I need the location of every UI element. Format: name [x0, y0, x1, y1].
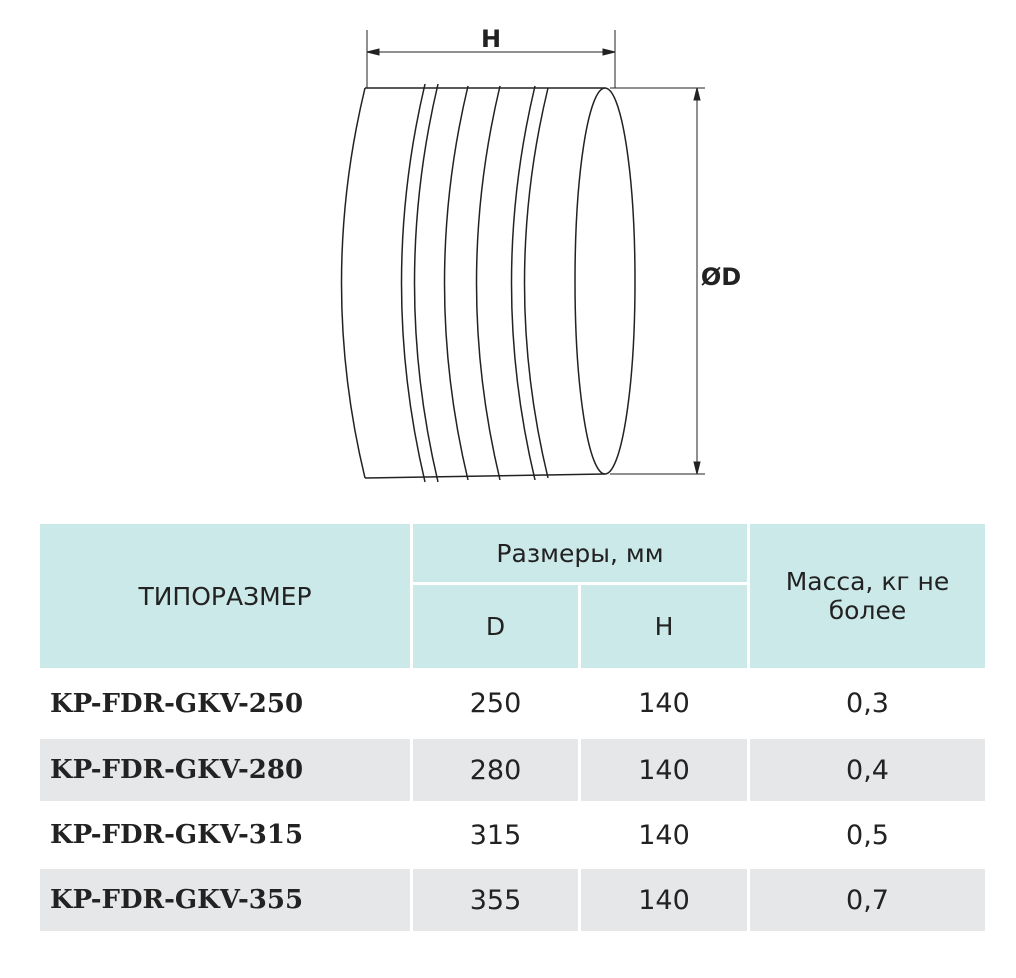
table-row: KP-FDR-GKV-355 355 140 0,7	[37, 866, 988, 934]
value-cell: 0,4	[747, 736, 988, 804]
header-cell: D	[410, 582, 581, 671]
value-cell: 280	[410, 736, 581, 804]
drawing: H ØD	[340, 25, 741, 483]
header-cell: Масса, кг не более	[747, 521, 988, 671]
model-cell: KP-FDR-GKV-280	[37, 736, 413, 804]
band	[523, 87, 549, 479]
band	[443, 85, 469, 481]
band	[510, 85, 536, 481]
model-cell: KP-FDR-GKV-355	[37, 866, 413, 934]
cylinder-bottom	[364, 473, 606, 479]
cylinder-end	[574, 87, 636, 475]
value-cell: 140	[578, 736, 750, 804]
value-cell: 140	[578, 668, 750, 739]
model-cell: KP-FDR-GKV-250	[37, 668, 413, 739]
h-label: H	[481, 25, 501, 53]
header-cell: H	[578, 582, 750, 671]
model-cell: KP-FDR-GKV-315	[37, 801, 413, 869]
spec-table: ТИПОРАЗМЕР Размеры, мм Масса, кг не боле…	[37, 521, 988, 934]
value-cell: 140	[578, 866, 750, 934]
value-cell: 140	[578, 801, 750, 869]
table-row: KP-FDR-GKV-315 315 140 0,5	[37, 801, 988, 869]
value-cell: 355	[410, 866, 581, 934]
arrows	[366, 48, 701, 475]
value-cell: 250	[410, 668, 581, 739]
value-cell: 0,3	[747, 668, 988, 739]
cylinder-left-edge	[340, 87, 366, 479]
band	[413, 83, 439, 483]
table-body: KP-FDR-GKV-250 250 140 0,3 KP-FDR-GKV-280 280…	[37, 668, 988, 934]
band	[475, 85, 501, 481]
header-cell: ТИПОРАЗМЕР	[37, 521, 413, 671]
value-cell: 0,5	[747, 801, 988, 869]
d-label: ØD	[701, 263, 741, 291]
header-cell: Размеры, мм	[410, 521, 750, 585]
band	[400, 83, 426, 483]
value-cell: 0,7	[747, 866, 988, 934]
table-row: KP-FDR-GKV-250 250 140 0,3	[37, 668, 988, 739]
table-row: KP-FDR-GKV-280 280 140 0,4	[37, 736, 988, 804]
value-cell: 315	[410, 801, 581, 869]
